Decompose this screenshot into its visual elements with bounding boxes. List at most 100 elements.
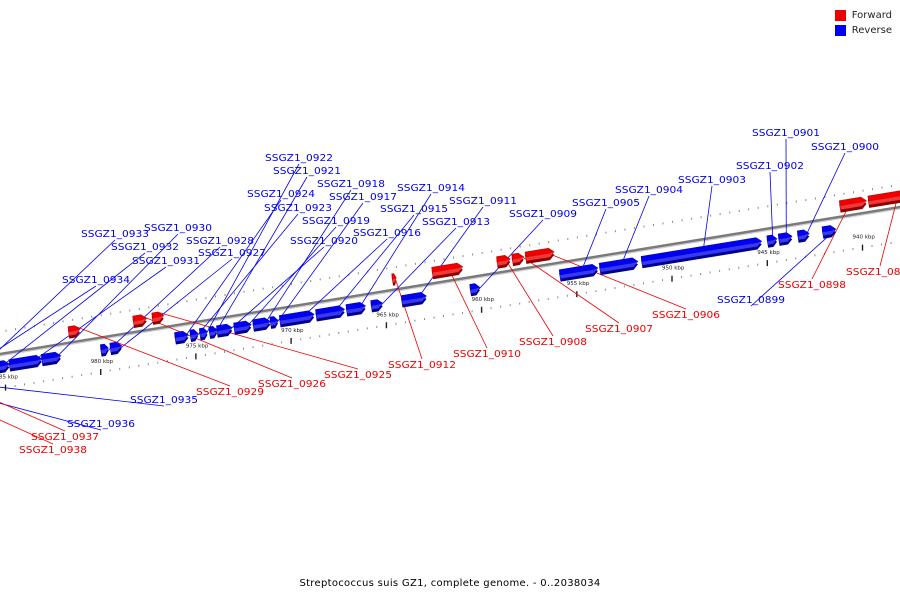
gene-label-SSGZ1_0920: SSGZ1_0920 bbox=[290, 236, 358, 247]
minor-tick-upper bbox=[414, 319, 416, 322]
minor-tick-upper bbox=[404, 321, 406, 324]
minor-tick-lower bbox=[633, 227, 635, 230]
minor-tick-upper bbox=[690, 274, 692, 277]
minor-tick-lower bbox=[243, 290, 245, 293]
gene-arrow bbox=[278, 310, 315, 325]
gene-SSGZ1_0929 bbox=[67, 325, 81, 339]
minor-tick-lower bbox=[500, 248, 502, 251]
minor-tick-upper bbox=[147, 363, 149, 366]
gene-SSGZ1_0906 bbox=[524, 247, 555, 264]
minor-tick-upper bbox=[700, 273, 702, 275]
minor-tick-upper bbox=[443, 315, 444, 317]
minor-tick-upper bbox=[662, 279, 663, 282]
gene-label-SSGZ1_0922: SSGZ1_0922 bbox=[265, 153, 333, 164]
gene-arrow bbox=[269, 316, 279, 327]
ruler-tick bbox=[195, 353, 197, 360]
minor-tick-upper bbox=[71, 375, 73, 378]
gene-SSGZ1_0926 bbox=[132, 314, 148, 328]
gene-label-SSGZ1_0935: SSGZ1_0935 bbox=[130, 395, 198, 406]
minor-tick-lower bbox=[595, 233, 597, 236]
gene-arrow bbox=[867, 190, 900, 206]
gene-arrow bbox=[370, 299, 384, 310]
minor-tick-upper bbox=[262, 344, 264, 347]
gene-arrow-highlight bbox=[9, 358, 42, 369]
leader-line bbox=[502, 255, 554, 337]
gene-SSGZ1_0907 bbox=[511, 252, 525, 267]
leader-line bbox=[243, 226, 337, 331]
gene-arrow-highlight bbox=[822, 229, 836, 236]
minor-tick-upper bbox=[166, 360, 168, 363]
leader-line bbox=[356, 193, 432, 313]
minor-tick-upper bbox=[462, 311, 463, 314]
minor-tick-lower bbox=[614, 230, 616, 233]
leader-line bbox=[0, 252, 146, 369]
gene-label-SSGZ1_0923: SSGZ1_0923 bbox=[264, 203, 332, 214]
minor-tick-upper bbox=[52, 378, 54, 381]
leader-line bbox=[702, 185, 713, 256]
gene-arrow-highlight bbox=[280, 314, 315, 325]
minor-tick-lower bbox=[491, 250, 493, 253]
minor-tick-upper bbox=[614, 287, 616, 289]
gene-arrow bbox=[208, 326, 218, 337]
gene-arrow-highlight bbox=[371, 303, 383, 310]
minor-tick-upper bbox=[585, 291, 587, 294]
gene-arrow bbox=[400, 292, 427, 305]
minor-tick-lower bbox=[605, 231, 607, 234]
leader-line bbox=[262, 189, 352, 328]
minor-tick-lower bbox=[510, 247, 512, 250]
minor-tick-upper bbox=[842, 249, 844, 252]
leader-line bbox=[73, 325, 231, 387]
gene-label-SSGZ1_0916: SSGZ1_0916 bbox=[353, 228, 421, 239]
gene-arrow bbox=[252, 317, 271, 329]
minor-tick-upper bbox=[224, 350, 225, 353]
gene-label-SSGZ1_0903: SSGZ1_0903 bbox=[678, 175, 746, 186]
minor-tick-lower bbox=[529, 244, 531, 247]
gene-arrow bbox=[67, 325, 81, 336]
gene-SSGZ1_0932 bbox=[0, 360, 10, 374]
leader-line bbox=[446, 264, 488, 349]
gene-label-SSGZ1_0933: SSGZ1_0933 bbox=[81, 229, 149, 240]
minor-tick-lower bbox=[414, 262, 416, 265]
gene-arrow-highlight bbox=[209, 330, 218, 336]
minor-tick-upper bbox=[395, 322, 397, 325]
minor-tick-upper bbox=[109, 369, 111, 372]
minor-tick-upper bbox=[881, 243, 882, 246]
minor-tick-upper bbox=[281, 341, 283, 344]
minor-tick-lower bbox=[710, 214, 712, 217]
gene-arrow bbox=[315, 305, 346, 319]
gene-SSGZ1_0910 bbox=[431, 262, 464, 280]
minor-tick-lower bbox=[776, 203, 778, 206]
gene-SSGZ1_0908 bbox=[496, 255, 511, 269]
minor-tick-upper bbox=[871, 245, 873, 247]
gene-label-SSGZ1_0934: SSGZ1_0934 bbox=[62, 275, 130, 286]
gene-arrow-highlight bbox=[779, 236, 793, 243]
minor-tick-upper bbox=[547, 297, 549, 300]
leader-line bbox=[769, 171, 774, 244]
minor-tick-lower bbox=[643, 225, 645, 228]
gene-label-SSGZ1_0909: SSGZ1_0909 bbox=[509, 209, 577, 220]
gene-SSGZ1_0922 bbox=[198, 327, 208, 341]
gene-arrow-highlight bbox=[42, 355, 61, 364]
minor-tick-upper bbox=[776, 260, 778, 263]
minor-tick-lower bbox=[557, 239, 559, 242]
minor-tick-lower bbox=[357, 272, 359, 275]
gene-arrow bbox=[0, 360, 10, 371]
minor-tick-upper bbox=[623, 285, 625, 288]
leader-line bbox=[51, 233, 179, 362]
gene-SSGZ1_0913 bbox=[370, 299, 384, 313]
leader-line bbox=[539, 249, 687, 310]
gene-arrow-highlight bbox=[316, 309, 345, 319]
minor-tick-upper bbox=[471, 310, 473, 313]
minor-tick-lower bbox=[738, 210, 740, 212]
reverse-swatch bbox=[834, 25, 846, 36]
ruler-tick bbox=[671, 275, 673, 282]
gene-SSGZ1_0900 bbox=[796, 229, 810, 243]
gene-SSGZ1_0904 bbox=[598, 257, 639, 276]
minor-tick-upper bbox=[509, 304, 511, 307]
minor-tick-lower bbox=[767, 205, 769, 208]
gene-arrow-highlight bbox=[641, 241, 762, 266]
gene-label-SSGZ1_0927: SSGZ1_0927 bbox=[198, 248, 266, 259]
leader-line bbox=[414, 206, 484, 303]
minor-tick-lower bbox=[805, 199, 807, 202]
